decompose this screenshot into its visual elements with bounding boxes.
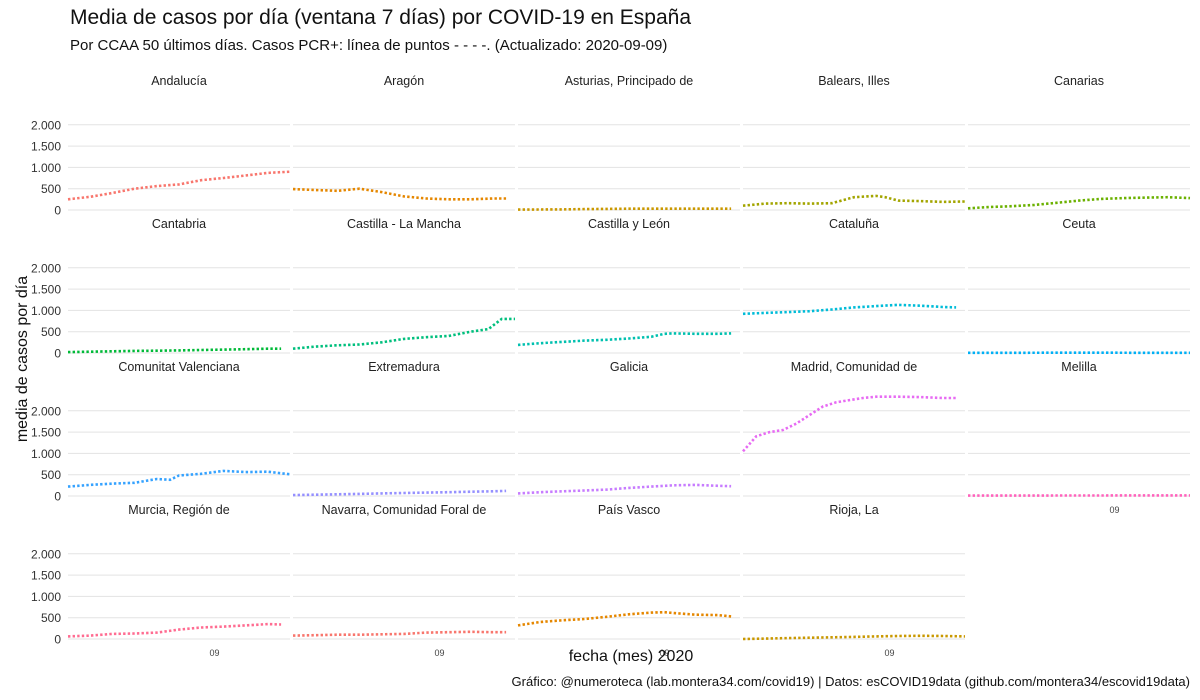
y-tick-label: 1.000 bbox=[31, 590, 61, 604]
series-line bbox=[517, 610, 732, 627]
series-line bbox=[517, 332, 732, 347]
series-line bbox=[292, 489, 507, 497]
panel: País Vasco 09 bbox=[517, 503, 740, 658]
panel-title: Canarias bbox=[1054, 74, 1104, 88]
y-tick-label: 2.000 bbox=[31, 118, 61, 132]
x-tick-label: 09 bbox=[435, 648, 445, 658]
y-tick-label: 2.000 bbox=[31, 261, 61, 275]
chart-title: Media de casos por día (ventana 7 días) … bbox=[70, 6, 692, 29]
y-tick-label: 0 bbox=[54, 490, 61, 504]
series-line bbox=[742, 194, 966, 207]
panel: Ceuta bbox=[968, 217, 1190, 355]
panel-title: Murcia, Región de bbox=[128, 503, 229, 517]
panel-title: Castilla - La Mancha bbox=[347, 217, 461, 231]
panel: Balears, Illes bbox=[742, 74, 966, 211]
panel-title: Navarra, Comunidad Foral de bbox=[322, 503, 487, 517]
series-line bbox=[967, 195, 1191, 210]
y-tick-label: 1.500 bbox=[31, 426, 61, 440]
series-line bbox=[742, 634, 966, 641]
panel: Aragón bbox=[292, 74, 515, 211]
panel: Asturias, Principado de bbox=[517, 74, 740, 211]
y-tick-label: 1.500 bbox=[31, 569, 61, 583]
y-tick-label: 2.000 bbox=[31, 547, 61, 561]
panel: Comunitat Valenciana 0 500 1.000 1.500 2.000 bbox=[31, 360, 291, 504]
panel-title: Rioja, La bbox=[829, 503, 878, 517]
panel: Canarias bbox=[967, 74, 1191, 211]
y-tick-label: 0 bbox=[54, 633, 61, 647]
panel-title: Extremadura bbox=[368, 360, 440, 374]
series-line bbox=[517, 483, 732, 495]
y-tick-label: 1.500 bbox=[31, 140, 61, 154]
y-tick-label: 0 bbox=[54, 204, 61, 218]
panel: Madrid, Comunidad de bbox=[742, 360, 965, 497]
panel-title: Comunitat Valenciana bbox=[118, 360, 239, 374]
y-tick-label: 1.000 bbox=[31, 447, 61, 461]
panel: Cantabria 0 500 1.000 1.500 2.000 bbox=[31, 217, 290, 361]
panel: Navarra, Comunidad Foral de 09 bbox=[292, 503, 515, 658]
y-tick-label: 2.000 bbox=[31, 404, 61, 418]
panel-title: Aragón bbox=[384, 74, 424, 88]
series-line bbox=[67, 469, 291, 488]
panel-title: Andalucía bbox=[151, 74, 207, 88]
series-line bbox=[292, 187, 507, 201]
series-line bbox=[67, 622, 282, 638]
panel: Andalucía 0 500 1.000 1.500 2.000 bbox=[31, 74, 291, 218]
panel-title: Cataluña bbox=[829, 217, 879, 231]
x-tick-label: 09 bbox=[210, 648, 220, 658]
y-axis-label: media de casos por día bbox=[14, 275, 31, 443]
panel: Rioja, La 09 bbox=[742, 503, 966, 658]
panel: Castilla y León bbox=[517, 217, 740, 354]
series-line bbox=[292, 630, 507, 637]
panel-title: Cantabria bbox=[152, 217, 206, 231]
y-tick-label: 1.000 bbox=[31, 304, 61, 318]
y-tick-label: 1.500 bbox=[31, 283, 61, 297]
panel-title: Melilla bbox=[1061, 360, 1096, 374]
panel-title: Asturias, Principado de bbox=[565, 74, 694, 88]
y-tick-label: 0 bbox=[54, 347, 61, 361]
series-line bbox=[67, 170, 291, 201]
panel: Castilla - La Mancha bbox=[292, 217, 515, 354]
panel-title: Madrid, Comunidad de bbox=[791, 360, 918, 374]
panel: Galicia bbox=[517, 360, 740, 497]
series-line bbox=[742, 303, 957, 316]
chart-caption: Gráfico: @numeroteca (lab.montera34.com/… bbox=[511, 674, 1190, 689]
series-line bbox=[292, 317, 515, 350]
series-line bbox=[67, 347, 282, 354]
y-tick-label: 1.000 bbox=[31, 161, 61, 175]
y-tick-label: 500 bbox=[41, 325, 61, 339]
panel: Murcia, Región de 0 500 1.000 1.500 2.000 09 bbox=[31, 503, 290, 658]
y-tick-label: 500 bbox=[41, 182, 61, 196]
panel-title: Ceuta bbox=[1062, 217, 1095, 231]
panel: Melilla 09 bbox=[968, 360, 1190, 515]
x-tick-label: 09 bbox=[1110, 505, 1120, 515]
series-line bbox=[517, 207, 732, 211]
x-axis-label: fecha (mes) 2020 bbox=[568, 648, 694, 665]
panel-title: Galicia bbox=[610, 360, 648, 374]
panel-title: Castilla y León bbox=[588, 217, 670, 231]
x-tick-label: 09 bbox=[885, 648, 895, 658]
series-line bbox=[742, 395, 957, 453]
y-tick-label: 500 bbox=[41, 468, 61, 482]
panel: Cataluña bbox=[742, 217, 965, 354]
chart-subtitle: Por CCAA 50 últimos días. Casos PCR+: lí… bbox=[70, 37, 668, 54]
panel: Extremadura bbox=[292, 360, 515, 497]
x-tick-label: 09 bbox=[660, 648, 670, 658]
panel-title: País Vasco bbox=[598, 503, 660, 517]
y-tick-label: 500 bbox=[41, 611, 61, 625]
panel-title: Balears, Illes bbox=[818, 74, 890, 88]
